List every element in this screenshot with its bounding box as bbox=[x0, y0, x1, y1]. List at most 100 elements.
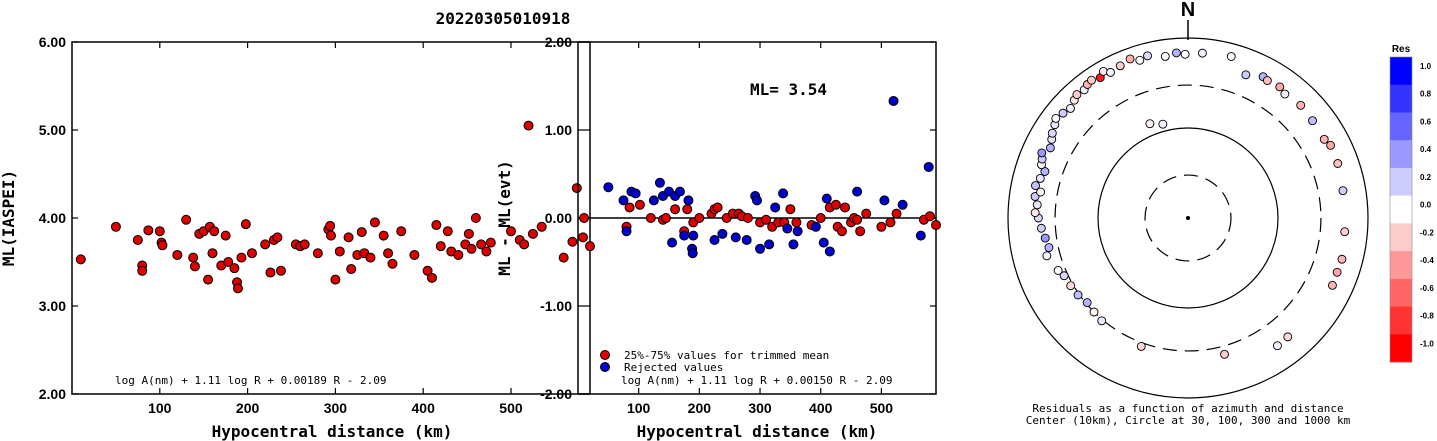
data-point bbox=[792, 226, 803, 237]
data-point bbox=[791, 217, 802, 228]
data-point bbox=[75, 254, 86, 265]
data-point bbox=[189, 261, 200, 272]
data-point bbox=[577, 232, 588, 243]
data-points bbox=[579, 95, 941, 259]
data-point bbox=[579, 213, 590, 223]
colorbar-cell bbox=[1390, 223, 1412, 252]
colorbar-cell bbox=[1390, 306, 1412, 335]
colorbar-tick-label: -0.4 bbox=[1420, 256, 1434, 265]
colorbar-tick-label: 0.0 bbox=[1420, 201, 1432, 210]
y-tick-label: -1.00 bbox=[540, 298, 572, 314]
station-point bbox=[1340, 227, 1350, 237]
data-point bbox=[527, 228, 538, 239]
colorbar-tick-label: 0.2 bbox=[1420, 173, 1432, 182]
data-point bbox=[275, 265, 286, 276]
colorbar-cell bbox=[1390, 140, 1412, 169]
data-point bbox=[223, 257, 234, 267]
data-point bbox=[442, 226, 453, 237]
colorbar-tick-label: -0.6 bbox=[1420, 284, 1434, 293]
station-point bbox=[1045, 143, 1055, 153]
colorbar-cell bbox=[1390, 57, 1412, 86]
y-axis-ticks: -2.00 -1.00 0.00 1.00 2.00 bbox=[540, 34, 936, 402]
data-point bbox=[670, 204, 681, 215]
north-label: N bbox=[1181, 0, 1195, 21]
colorbar-cell bbox=[1390, 195, 1412, 224]
x-tick-label: 300 bbox=[324, 400, 348, 416]
data-point bbox=[383, 248, 394, 259]
data-point bbox=[782, 223, 793, 234]
x-tick-label: 300 bbox=[748, 400, 772, 416]
legend-marker-rejected bbox=[600, 362, 610, 372]
station-point bbox=[1036, 223, 1046, 233]
data-point bbox=[396, 226, 407, 237]
data-point bbox=[924, 211, 935, 222]
station-point bbox=[1058, 108, 1068, 118]
data-point bbox=[624, 202, 635, 213]
data-point bbox=[326, 230, 336, 241]
station-point bbox=[1327, 280, 1337, 290]
data-point bbox=[682, 204, 693, 215]
data-point bbox=[855, 226, 866, 237]
station-point bbox=[1072, 90, 1082, 100]
data-point bbox=[741, 235, 752, 245]
distance-ring-1000km bbox=[1007, 37, 1369, 399]
data-point bbox=[752, 195, 762, 206]
station-point bbox=[1059, 271, 1069, 281]
x-axis-ticks: 100 200 300 400 500 bbox=[627, 42, 893, 416]
data-point bbox=[356, 227, 367, 238]
data-point bbox=[778, 188, 789, 199]
station-point bbox=[1031, 181, 1040, 191]
data-point bbox=[220, 230, 231, 241]
data-point bbox=[755, 243, 766, 254]
data-point bbox=[422, 265, 433, 276]
data-point bbox=[157, 240, 168, 251]
station-point bbox=[1180, 49, 1190, 59]
y-tick-label: 5.00 bbox=[39, 122, 66, 138]
station-point bbox=[1296, 100, 1306, 110]
station-point bbox=[1136, 341, 1146, 351]
x-tick-label: 200 bbox=[236, 400, 260, 416]
colorbar-tick-label: -0.2 bbox=[1420, 228, 1434, 237]
data-point bbox=[770, 202, 781, 213]
data-point bbox=[240, 219, 251, 230]
station-point bbox=[1053, 266, 1063, 275]
data-point bbox=[709, 235, 720, 245]
data-point bbox=[387, 258, 398, 269]
data-point bbox=[630, 188, 641, 199]
colorbar-cell bbox=[1390, 278, 1412, 308]
data-point bbox=[519, 239, 530, 250]
data-point bbox=[679, 230, 690, 241]
y-axis-label: ML - ML(evt) bbox=[495, 160, 514, 276]
data-point bbox=[466, 243, 477, 254]
x-axis-ticks: 100 200 300 400 500 bbox=[148, 42, 523, 416]
data-point bbox=[365, 252, 376, 263]
data-point bbox=[312, 248, 323, 259]
colorbar-cells bbox=[1390, 57, 1412, 363]
data-point bbox=[203, 274, 214, 285]
data-point bbox=[369, 217, 380, 228]
epicenter-marker bbox=[1186, 216, 1190, 220]
distance-rings bbox=[1007, 37, 1369, 399]
colorbar-cell bbox=[1390, 334, 1412, 363]
data-point bbox=[260, 239, 271, 250]
station-point bbox=[1089, 307, 1099, 317]
data-point bbox=[815, 213, 826, 223]
data-point bbox=[536, 221, 547, 232]
data-point bbox=[923, 161, 934, 172]
colorbar-cell bbox=[1390, 167, 1412, 197]
data-point bbox=[888, 95, 899, 106]
colorbar-cell bbox=[1390, 84, 1412, 113]
data-point bbox=[683, 195, 694, 206]
station-point bbox=[1143, 51, 1153, 61]
data-point bbox=[246, 248, 257, 259]
station-point bbox=[1097, 316, 1107, 326]
x-tick-label: 400 bbox=[412, 400, 436, 416]
data-point bbox=[209, 226, 220, 237]
data-point bbox=[453, 249, 464, 260]
data-point bbox=[818, 237, 829, 248]
station-point bbox=[1262, 76, 1272, 86]
station-point bbox=[1066, 103, 1075, 113]
x-tick-label: 200 bbox=[688, 400, 712, 416]
colorbar-frame bbox=[1389, 56, 1413, 363]
data-point bbox=[207, 248, 218, 259]
